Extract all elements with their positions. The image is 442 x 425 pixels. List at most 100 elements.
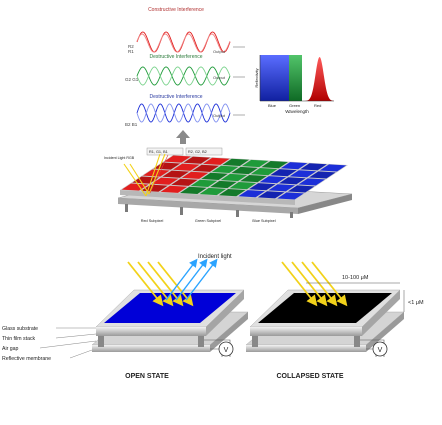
open-voltage-source: [218, 341, 234, 357]
collapsed-glass-front: [250, 327, 362, 336]
collapsed-voltage-source: [372, 341, 388, 357]
open-reflected-rays: [165, 258, 218, 301]
subpixel-cell: [164, 155, 191, 163]
subpixel-cell: [257, 191, 285, 199]
subpixel-cell: [162, 170, 189, 178]
subpixel-cell: [231, 166, 258, 175]
array-rays: [123, 153, 166, 197]
spectrum-ylabel: Reflectivity: [254, 68, 259, 87]
subpixel-cell: [319, 164, 347, 172]
width-dimension-label: 10-100 μM: [342, 275, 369, 281]
output-label-green: Output: [213, 75, 226, 80]
open-membrane-side: [210, 312, 248, 352]
label-rgb2: R2, G2, B2: [188, 150, 207, 154]
spectrum-band-label-red: Red: [314, 103, 321, 108]
up-arrow-icon: [176, 130, 190, 144]
b2-b1-label: B2 B1: [125, 122, 138, 127]
subpixel-cell: [181, 171, 209, 179]
subpixel-cell: [142, 169, 170, 177]
incident-light-rgb-label: Incident Light RGB: [104, 156, 135, 160]
blue-subpixel-label: Blue Subpixel: [252, 219, 275, 223]
subpixel-cell: [279, 177, 306, 185]
open-membrane-front: [92, 345, 210, 352]
collapsed-membrane-side: [366, 312, 404, 352]
array-cells: [121, 155, 347, 200]
array-supports: [125, 204, 293, 218]
output-label-red: Output: [213, 49, 226, 54]
open-support-right: [198, 335, 204, 347]
array-reflected-red: [149, 154, 169, 194]
layer-labels: Glass substrate Thin film stack Air gap …: [2, 326, 97, 362]
open-glass-front: [96, 327, 206, 336]
subpixel-cell: [220, 173, 248, 182]
reflectivity-spectrum: Reflectivity Blue Green Red Wavelength: [254, 55, 334, 114]
subpixel-cell: [201, 172, 228, 180]
g2-g1-label: G2 G1: [125, 77, 139, 82]
subpixel-cell: [203, 157, 230, 165]
collapsed-black-surface: [258, 293, 392, 323]
collapsed-glass-side: [362, 290, 400, 336]
wave-b2: [136, 103, 231, 123]
gap-dimension-label: <1 μM: [408, 300, 424, 306]
subpixel-cell: [249, 183, 276, 191]
open-state: Incident light V Glass substrate Thin fi…: [2, 254, 249, 380]
subpixel-cell: [250, 168, 278, 176]
spectrum-band-green: [289, 55, 302, 101]
open-state-label: OPEN STATE: [125, 373, 169, 380]
subpixel-cell: [270, 169, 297, 177]
subpixel-cell: [309, 171, 336, 179]
collapsed-support-left: [252, 335, 258, 347]
spectrum-band-label-blue: Blue: [268, 103, 277, 108]
wave-r2: [136, 33, 231, 53]
subpixel-cell: [190, 179, 218, 187]
subpixel-cell: [160, 185, 188, 193]
open-incident-rays: [127, 261, 194, 307]
layer-label-glass: Glass substrate: [2, 326, 38, 332]
subpixel-cell: [259, 176, 287, 184]
output-label-blue: Output: [213, 113, 226, 118]
subpixel-cell: [240, 175, 267, 183]
incident-light-label: Incident light: [198, 254, 232, 260]
open-blue-surface: [104, 293, 236, 323]
subpixel-cell: [287, 185, 315, 193]
spectrum-red-peak: [302, 57, 334, 101]
layer-label-thin-film: Thin film stack: [2, 336, 36, 342]
subpixel-cell: [222, 158, 250, 166]
subpixel-cell: [238, 190, 265, 198]
subpixel-cell: [277, 192, 304, 200]
subpixel-cell: [229, 182, 257, 190]
subpixel-cell: [171, 178, 198, 186]
layer-label-membrane: Reflective membrane: [2, 356, 51, 362]
subpixel-cell: [211, 165, 239, 173]
collapsed-support-right: [354, 335, 360, 347]
subpixel-cell: [218, 189, 246, 197]
destructive-title-blue: Destructive Interference: [149, 94, 202, 100]
open-glass-side: [206, 290, 244, 336]
subpixel-cell: [172, 163, 200, 171]
collapsed-state: 10-100 μM <1 μM V COLLAPSED STATE: [245, 261, 424, 380]
red-subpixel-label: Red Subpixel: [141, 219, 164, 223]
subpixel-cell: [153, 162, 181, 170]
array-base-front: [118, 198, 298, 214]
wave-g2: [136, 66, 231, 86]
subpixel-cell: [151, 177, 179, 185]
pixel-array: R1, G1, B1 R2, G2, B2 Incident Light RGB…: [104, 147, 353, 223]
collapsed-state-label: COLLAPSED STATE: [276, 373, 343, 380]
subpixel-cell: [289, 170, 317, 178]
collapsed-voltage-label: V: [378, 347, 383, 354]
subpixel-cell: [183, 156, 211, 164]
subpixel-cell: [210, 180, 237, 189]
subpixel-cell: [199, 187, 227, 196]
spectrum-band-label-green: Green: [289, 103, 300, 108]
subpixel-cell: [300, 163, 327, 171]
subpixel-cell: [241, 159, 269, 168]
destructive-title-green: Destructive Interference: [149, 54, 202, 60]
open-voltage-label: V: [224, 347, 229, 354]
constructive-title: Constructive Interference: [148, 7, 204, 13]
subpixel-cell: [298, 178, 326, 186]
r1-label: R1: [128, 49, 134, 54]
subpixel-cell: [180, 186, 207, 194]
subpixel-cell: [280, 162, 308, 170]
